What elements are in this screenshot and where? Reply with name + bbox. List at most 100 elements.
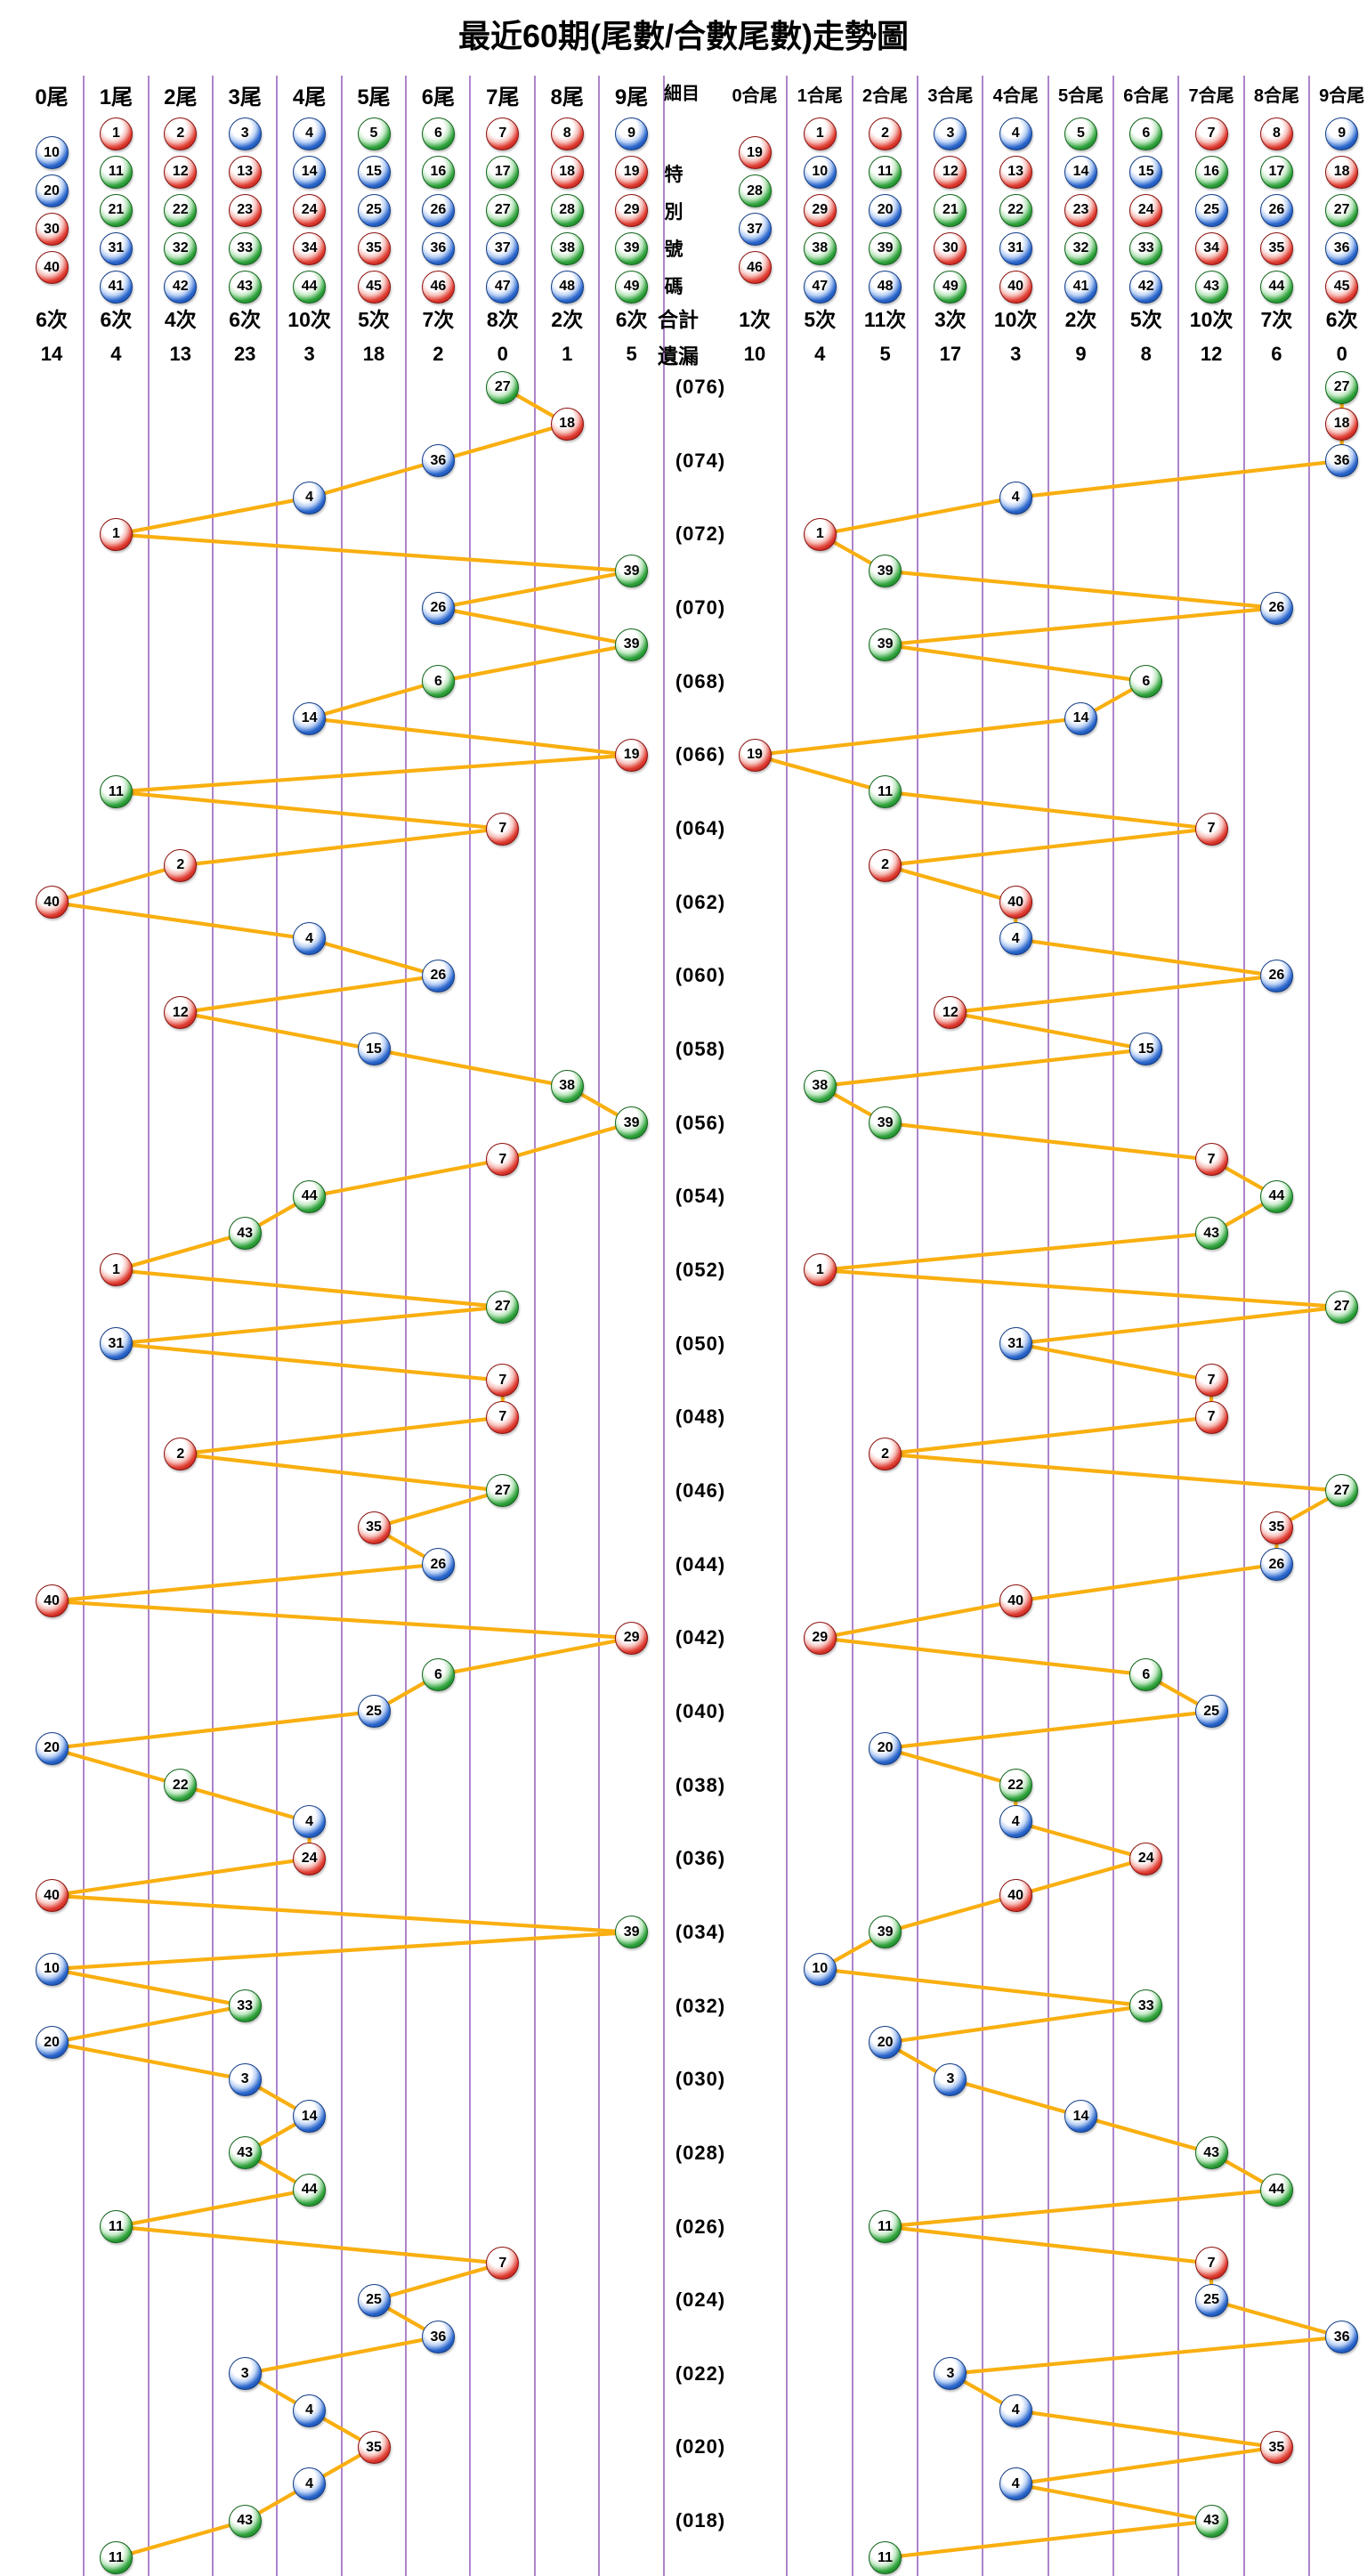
- ball-018-sum: 43: [1194, 2504, 1228, 2538]
- ball-061-sum: 4: [999, 922, 1032, 956]
- period-label-044: (044): [675, 1552, 726, 1576]
- ball-legend-sum-19: 19: [738, 136, 772, 169]
- miss-tail-6: 2: [433, 343, 444, 365]
- ball-legend-sum-6: 6: [1129, 117, 1163, 150]
- ball-017-tail: 11: [99, 2541, 133, 2574]
- col-header-tail-7: 7尾: [486, 85, 520, 109]
- ball-031-tail: 20: [35, 2026, 69, 2060]
- period-label-046: (046): [675, 1478, 726, 1502]
- col-header-sum-8: 8合尾: [1253, 86, 1299, 106]
- ball-060-tail: 26: [421, 959, 455, 992]
- ball-048-tail: 7: [486, 1400, 520, 1434]
- ball-059-sum: 12: [934, 996, 967, 1030]
- ball-legend-sum-26: 26: [1259, 193, 1293, 227]
- miss-sum-4: 3: [1010, 343, 1022, 365]
- ball-legend-21: 21: [99, 193, 133, 227]
- ball-legend-sum-37: 37: [738, 213, 772, 246]
- ball-021-tail: 4: [293, 2394, 327, 2427]
- ball-legend-46: 46: [421, 270, 455, 304]
- ball-026-tail: 11: [99, 2210, 133, 2243]
- ball-legend-sum-4: 4: [999, 117, 1032, 150]
- ball-060-sum: 26: [1259, 959, 1293, 992]
- period-label-050: (050): [675, 1332, 726, 1355]
- ball-032-tail: 33: [228, 1989, 262, 2022]
- ball-legend-4: 4: [293, 117, 327, 150]
- period-label-052: (052): [675, 1258, 726, 1281]
- ball-042-tail: 29: [615, 1621, 649, 1655]
- miss-sum-2: 5: [879, 343, 891, 365]
- ball-legend-sum-3: 3: [934, 117, 967, 150]
- col-header-tail-2: 2尾: [164, 85, 198, 109]
- ball-073-tail: 4: [293, 481, 327, 514]
- ball-legend-12: 12: [164, 155, 198, 189]
- miss-sum-8: 6: [1271, 343, 1282, 365]
- ball-legend-8: 8: [550, 117, 584, 150]
- period-label-042: (042): [675, 1626, 726, 1649]
- period-label-066: (066): [675, 743, 726, 766]
- ball-legend-40: 40: [35, 251, 69, 284]
- ball-legend-47: 47: [486, 270, 520, 304]
- miss-tail-3: 23: [233, 343, 256, 365]
- period-label-062: (062): [675, 890, 726, 913]
- ball-055-tail: 7: [486, 1143, 520, 1177]
- count-sum-3: 3次: [934, 308, 967, 331]
- special-number-char: 號: [664, 239, 684, 260]
- ball-020-tail: 35: [357, 2431, 391, 2464]
- ball-040-tail: 25: [357, 1695, 391, 1729]
- period-label-072: (072): [675, 522, 726, 546]
- ball-019-sum: 4: [999, 2467, 1032, 2501]
- ball-038-sum: 22: [999, 1769, 1032, 1802]
- ball-legend-sum-16: 16: [1194, 155, 1228, 189]
- ball-027-sum: 44: [1259, 2173, 1293, 2207]
- col-header-sum-0: 0合尾: [732, 86, 778, 106]
- ball-legend-37: 37: [486, 231, 520, 265]
- ball-025-sum: 7: [1194, 2247, 1228, 2280]
- ball-051-sum: 27: [1325, 1290, 1359, 1324]
- count-tail-8: 2次: [551, 308, 584, 331]
- ball-legend-sum-9: 9: [1325, 117, 1359, 150]
- count-sum-0: 1次: [739, 308, 771, 331]
- period-label-048: (048): [675, 1405, 726, 1429]
- ball-039-tail: 20: [35, 1731, 69, 1765]
- ball-legend-24: 24: [293, 193, 327, 227]
- ball-035-sum: 40: [999, 1879, 1032, 1912]
- period-label-058: (058): [675, 1037, 726, 1060]
- ball-032-sum: 33: [1129, 1989, 1163, 2022]
- miss-sum-5: 9: [1075, 343, 1087, 365]
- ball-040-sum: 25: [1194, 1695, 1228, 1729]
- ball-029-sum: 14: [1064, 2100, 1097, 2133]
- period-label-054: (054): [675, 1185, 726, 1208]
- ball-035-tail: 40: [35, 1879, 69, 1912]
- ball-legend-sum-17: 17: [1259, 155, 1293, 189]
- ball-028-tail: 43: [228, 2136, 262, 2170]
- ball-legend-41: 41: [99, 270, 133, 304]
- ball-legend-39: 39: [615, 231, 649, 265]
- ball-legend-sum-41: 41: [1064, 270, 1097, 304]
- count-tail-9: 6次: [615, 308, 648, 331]
- ball-legend-2: 2: [164, 117, 198, 150]
- ball-legend-sum-28: 28: [738, 174, 772, 207]
- ball-061-tail: 4: [293, 922, 327, 956]
- ball-legend-36: 36: [421, 231, 455, 265]
- ball-legend-14: 14: [293, 155, 327, 189]
- miss-sum-6: 8: [1140, 343, 1152, 365]
- ball-057-tail: 38: [550, 1069, 584, 1103]
- ball-020-sum: 35: [1259, 2431, 1293, 2464]
- miss-sum-3: 17: [939, 343, 962, 365]
- ball-legend-sum-39: 39: [869, 231, 902, 265]
- col-header-sum-5: 5合尾: [1057, 86, 1104, 106]
- ball-042-sum: 29: [803, 1621, 837, 1655]
- ball-legend-42: 42: [164, 270, 198, 304]
- ball-legend-sum-47: 47: [803, 270, 837, 304]
- ball-071-tail: 39: [615, 555, 649, 588]
- period-label-074: (074): [675, 449, 726, 472]
- ball-072-tail: 1: [99, 517, 133, 551]
- ball-051-tail: 27: [486, 1290, 520, 1324]
- ball-legend-29: 29: [615, 193, 649, 227]
- ball-047-tail: 2: [164, 1438, 198, 1471]
- col-header-sum-1: 1合尾: [797, 86, 843, 106]
- ball-legend-32: 32: [164, 231, 198, 265]
- ball-054-sum: 44: [1259, 1179, 1293, 1213]
- ball-026-sum: 11: [869, 2210, 902, 2243]
- ball-legend-sum-44: 44: [1259, 270, 1293, 304]
